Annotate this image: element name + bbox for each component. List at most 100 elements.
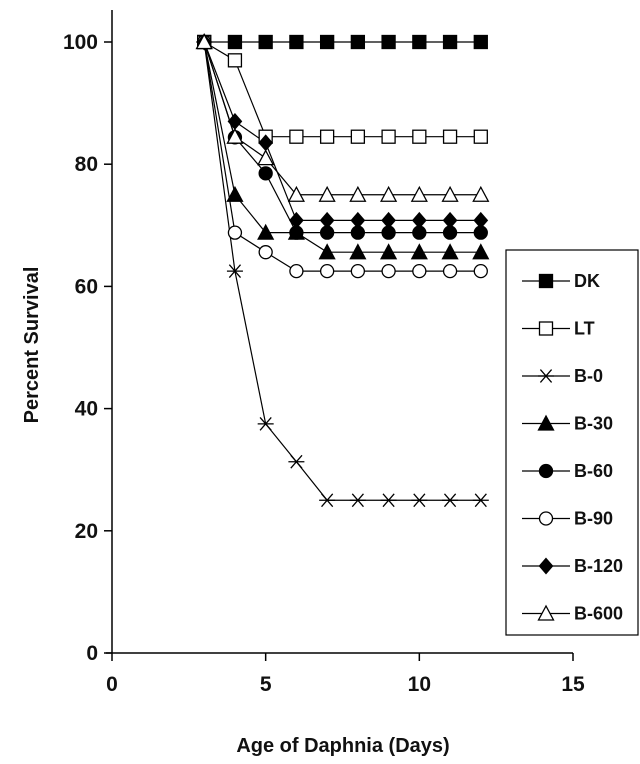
data-point-b-600 <box>318 185 336 202</box>
data-point-b-30 <box>380 243 398 260</box>
data-point-b-600 <box>441 185 459 202</box>
data-point-b-0 <box>288 454 305 469</box>
data-point-b-0 <box>226 264 243 278</box>
data-point-lt <box>473 129 488 144</box>
legend: DK LT B-0 B-30 B-60 B-90 B-120 B-600 <box>505 249 639 636</box>
x-tick-label: 0 <box>106 673 118 696</box>
data-point-b-90 <box>473 263 488 279</box>
data-point-dk <box>319 34 335 50</box>
data-point-b-90 <box>381 263 396 279</box>
data-point-lt <box>227 53 243 68</box>
data-point-lt <box>350 129 366 144</box>
data-point-lt <box>412 129 427 144</box>
legend-box <box>505 249 639 636</box>
x-tick-label: 15 <box>561 673 585 696</box>
data-point-b-90 <box>227 225 243 240</box>
y-tick-label: 0 <box>86 642 98 665</box>
data-point-b-600 <box>287 185 305 202</box>
data-point-b-120 <box>319 211 335 229</box>
data-point-lt <box>442 129 458 144</box>
y-tick-label: 80 <box>75 153 98 176</box>
y-tick-label: 20 <box>75 520 98 543</box>
series-line-b-0 <box>203 41 481 501</box>
axes: 0 20 40 60 80 100 0 5 10 15 <box>63 10 585 696</box>
legend-label-lt: LT <box>574 319 595 339</box>
data-point-dk <box>473 34 488 50</box>
data-point-b-600 <box>257 149 275 166</box>
data-point-lt <box>289 129 304 144</box>
legend-marker-dk <box>538 273 554 289</box>
data-point-b-120 <box>227 112 243 130</box>
data-point-dk <box>381 34 396 50</box>
y-tick-label: 40 <box>75 398 98 421</box>
data-point-b-30 <box>349 243 367 260</box>
series-line-b-60 <box>203 41 481 234</box>
series-line-lt <box>203 41 481 138</box>
data-point-b-120 <box>350 211 366 229</box>
data-point-dk <box>442 34 458 50</box>
data-point-b-90 <box>412 263 427 279</box>
series-line-b-30 <box>203 41 481 253</box>
data-point-b-30 <box>410 243 428 260</box>
data-point-b-30 <box>318 243 336 260</box>
series-line-b-600 <box>203 41 481 196</box>
legend-label-b-30: B-30 <box>574 414 613 434</box>
data-point-b-90 <box>319 263 335 279</box>
data-point-b-90 <box>442 263 458 279</box>
legend-marker-b-60 <box>538 463 554 479</box>
series-lines <box>203 41 481 501</box>
data-point-b-600 <box>349 185 367 202</box>
data-point-b-30 <box>257 223 275 240</box>
data-point-b-0 <box>442 493 459 508</box>
data-point-lt <box>319 129 335 144</box>
data-point-b-90 <box>258 245 273 260</box>
legend-marker-b-120 <box>538 557 554 575</box>
data-point-dk <box>412 34 427 50</box>
x-axis-title: Age of Daphnia (Days) <box>236 735 449 757</box>
legend-marker-b-0 <box>538 369 554 383</box>
data-point-b-120 <box>289 211 304 229</box>
data-point-b-0 <box>319 493 336 508</box>
series-markers <box>195 33 490 508</box>
data-point-b-0 <box>257 417 274 431</box>
legend-label-dk: DK <box>574 271 600 291</box>
data-point-dk <box>227 34 243 50</box>
legend-label-b-120: B-120 <box>574 556 623 576</box>
data-point-b-120 <box>473 211 489 229</box>
data-point-b-0 <box>411 493 428 508</box>
data-point-b-600 <box>195 33 213 50</box>
data-point-b-600 <box>410 185 428 202</box>
legend-label-b-60: B-60 <box>574 461 613 481</box>
x-tick-label: 5 <box>260 673 272 696</box>
series-line-b-120 <box>203 41 481 222</box>
legend-label-b-0: B-0 <box>574 366 603 386</box>
data-point-b-0 <box>472 493 489 508</box>
data-point-lt <box>381 129 396 144</box>
legend-marker-b-600 <box>537 604 555 621</box>
series-line-b-90 <box>203 41 481 272</box>
y-axis-title: Percent Survival <box>21 267 43 424</box>
data-point-b-600 <box>226 127 244 144</box>
data-point-b-120 <box>381 211 396 229</box>
legend-marker-lt <box>538 321 554 336</box>
data-point-b-0 <box>380 493 397 508</box>
x-tick-label: 10 <box>408 673 431 696</box>
data-point-b-90 <box>350 263 366 279</box>
legend-marker-b-30 <box>537 414 555 431</box>
data-point-b-30 <box>441 243 459 260</box>
legend-marker-b-90 <box>538 511 554 526</box>
data-point-b-30 <box>472 243 490 260</box>
data-point-b-0 <box>349 493 366 508</box>
y-tick-label: 100 <box>63 31 98 54</box>
data-point-b-30 <box>226 185 244 202</box>
data-point-b-60 <box>258 166 273 181</box>
data-point-b-90 <box>289 263 304 279</box>
y-tick-label: 60 <box>75 275 98 298</box>
data-point-dk <box>258 34 273 50</box>
data-point-b-600 <box>380 185 398 202</box>
data-point-b-600 <box>472 185 490 202</box>
data-point-dk <box>289 34 304 50</box>
legend-label-b-600: B-600 <box>574 604 623 624</box>
legend-label-b-90: B-90 <box>574 509 613 529</box>
